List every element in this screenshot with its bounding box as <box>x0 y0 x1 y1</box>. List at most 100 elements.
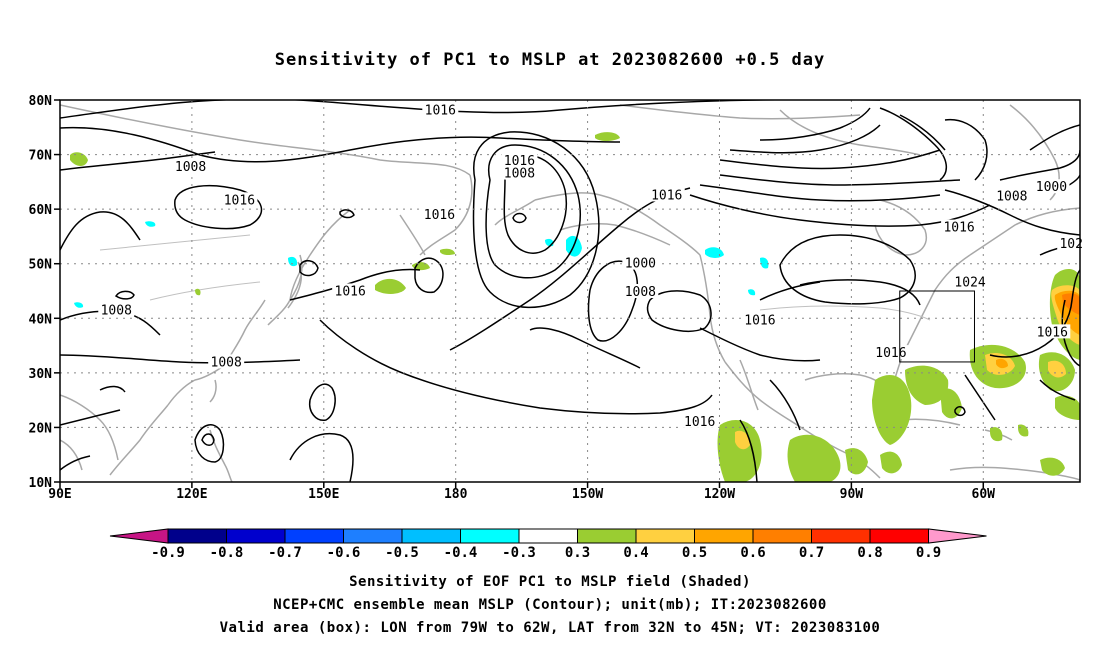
colorbar-label: -0.8 <box>210 545 244 561</box>
colorbar-label: -0.6 <box>327 545 361 561</box>
lat-tick-label: 30N <box>29 367 53 382</box>
contour-label-text: 1016 <box>424 208 455 223</box>
colorbar-high-extend <box>928 528 987 544</box>
sensitivity-shading <box>70 132 1080 482</box>
lat-tick-label: 10N <box>29 476 53 491</box>
colorbar-label: 0.6 <box>740 545 765 561</box>
contour-label-text: 1008 <box>625 285 656 300</box>
contour-label-bg <box>98 302 135 317</box>
grid-lines <box>60 100 1080 482</box>
colorbar-label: 0.8 <box>857 545 882 561</box>
contour-label-bg <box>1057 235 1086 250</box>
contour-label-bg <box>941 219 978 234</box>
colorbar-label: 0.3 <box>565 545 590 561</box>
contour-label-text: 1016 <box>224 193 255 208</box>
colorbar-swatch <box>694 528 754 544</box>
colorbar-label: 0.4 <box>623 545 648 561</box>
contour-label: 1000 <box>1033 179 1070 195</box>
colorbar-label: -0.7 <box>268 545 302 561</box>
lat-tick-label: 40N <box>29 312 53 327</box>
contour-label-bg <box>422 102 459 117</box>
contour-label-text: 102 <box>1059 237 1082 252</box>
colorbar-swatch <box>167 528 227 544</box>
colorbar-label: 0.9 <box>916 545 941 561</box>
colorbar-swatch <box>401 528 461 544</box>
valid-area-box <box>899 290 975 363</box>
contour-label-text: 1008 <box>101 304 132 319</box>
contour-label-bg <box>501 165 538 180</box>
contour-label: 1008 <box>98 302 135 319</box>
contour-label: 1008 <box>172 159 209 175</box>
contour-label: 1016 <box>1034 324 1071 340</box>
colorbar-label: 0.7 <box>799 545 824 561</box>
caption-contour: NCEP+CMC ensemble mean MSLP (Contour); u… <box>273 597 827 613</box>
colorbar-label: -0.9 <box>151 545 185 561</box>
contour-label: 1024 <box>952 274 989 291</box>
colorbar: -0.9 -0.8 -0.7 -0.6 -0.5 -0.4 -0.3 0.3 0.4 0.5 0.6… <box>109 528 987 561</box>
chart-title: Sensitivity of PC1 to MSLP at 2023082600… <box>274 50 826 70</box>
contour-label-text: 1016 <box>335 284 366 299</box>
contour-label: 1016 <box>421 207 458 223</box>
contour-label-text: 1008 <box>211 355 242 370</box>
contour-label-text: 1000 <box>625 257 656 272</box>
plot-frame <box>59 99 1081 483</box>
contour-label-text: 1016 <box>1037 325 1068 340</box>
contour-label-bg <box>648 187 685 202</box>
contour-label-bg <box>1034 324 1071 339</box>
contour-label-bg <box>332 283 369 298</box>
colorbar-label: -0.4 <box>444 545 478 561</box>
colorbar-label: -0.3 <box>502 545 536 561</box>
contour-labels: 1016101610081008101610161016100010081016… <box>98 102 1086 430</box>
contour-label: 1016 <box>422 102 459 118</box>
lat-tick-label: 60N <box>29 203 53 218</box>
contour-label-text: 1016 <box>684 415 715 430</box>
contour-label-text: 1008 <box>504 167 535 182</box>
contour-label-bg <box>1033 179 1070 194</box>
lon-tick-label: 60W <box>972 487 996 502</box>
lon-tick-label: 120W <box>704 487 735 502</box>
lon-tick-label: 150W <box>572 487 603 502</box>
contour-label-bg <box>501 153 538 168</box>
lat-tick-label: 20N <box>29 421 53 436</box>
contour-label: 1008 <box>501 165 538 182</box>
contour-label: 1000 <box>622 255 659 272</box>
colorbar-swatch <box>226 528 286 544</box>
contour-label-text: 1016 <box>504 154 535 169</box>
contour-label-bg <box>208 354 245 369</box>
contour-label: 1016 <box>221 192 258 208</box>
latitude-axis: 80N 70N 60N 50N 40N 30N 20N 10N <box>29 94 60 491</box>
contour-label: 1016 <box>648 187 685 203</box>
caption-shading: Sensitivity of EOF PC1 to MSLP field (Sh… <box>349 574 751 590</box>
contour-label-bg <box>622 284 659 298</box>
contour-label: 1016 <box>681 413 718 430</box>
contour-label-text: 1016 <box>943 221 974 236</box>
map-plot: 1016101610081008101610161016100010081016… <box>28 94 1086 502</box>
colorbar-swatch <box>752 528 812 544</box>
contour-label-text: 1024 <box>954 276 985 291</box>
longitude-axis: 90E 120E 150E 180 150W 120W 90W 60W <box>48 482 995 502</box>
contour-label-bg <box>993 188 1030 203</box>
contour-label: 1016 <box>872 345 909 361</box>
contour-label: 1016 <box>501 153 538 169</box>
contour-label-bg <box>681 413 718 428</box>
lat-tick-label: 70N <box>29 149 53 164</box>
colorbar-label: -0.5 <box>385 545 419 561</box>
contour-label-text: 1016 <box>651 188 682 203</box>
contour-label-text: 1016 <box>875 346 906 361</box>
colorbar-swatch <box>460 528 520 544</box>
contour-label-bg <box>622 255 659 270</box>
contour-label-bg <box>421 207 458 222</box>
lat-tick-label: 80N <box>29 94 53 109</box>
lon-tick-label: 90E <box>48 487 71 502</box>
contour-label: 102 <box>1057 235 1086 252</box>
lon-tick-label: 120E <box>176 487 207 502</box>
lon-tick-label: 150E <box>308 487 339 502</box>
contour-label-text: 1008 <box>175 160 206 175</box>
caption-valid-area: Valid area (box): LON from 79W to 62W, L… <box>219 620 881 636</box>
colorbar-swatch <box>577 528 637 544</box>
lon-tick-label: 180 <box>444 487 468 502</box>
lat-tick-label: 50N <box>29 258 53 273</box>
contour-label: 1008 <box>622 284 659 300</box>
colorbar-label: 0.5 <box>682 545 707 561</box>
contour-label-text: 1000 <box>1036 180 1067 195</box>
